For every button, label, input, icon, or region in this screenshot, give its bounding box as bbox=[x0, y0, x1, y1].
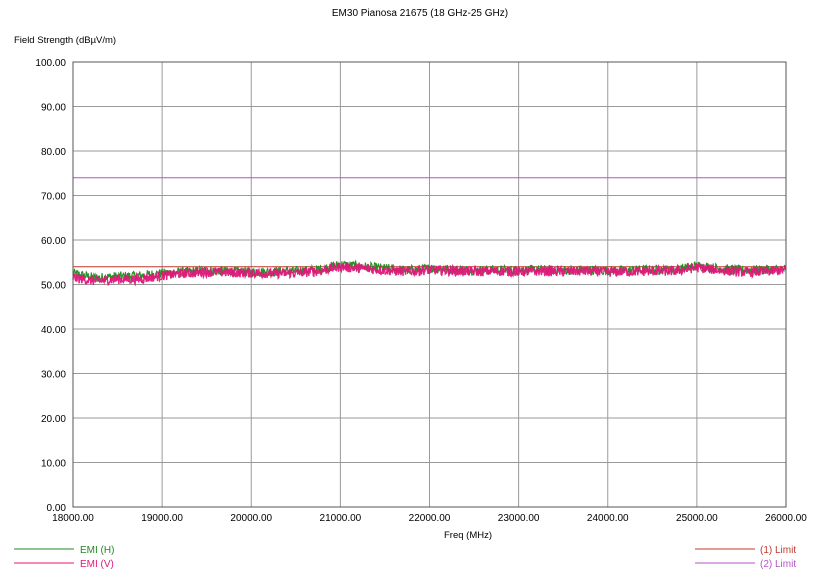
y-tick-label: 90.00 bbox=[41, 103, 66, 114]
y-axis-title: Field Strength (dBµV/m) bbox=[14, 35, 116, 46]
y-tick-label: 0.00 bbox=[47, 503, 67, 514]
plot-frame bbox=[72, 61, 787, 508]
series-lines bbox=[72, 259, 787, 287]
legend-label-limit-1: (1) Limit bbox=[760, 545, 796, 556]
x-tick-label: 22000.00 bbox=[409, 513, 451, 524]
legend-label-limit-2: (2) Limit bbox=[760, 559, 796, 570]
legend-label-emi-v: EMI (V) bbox=[80, 559, 114, 570]
legend: EMI (H) EMI (V) (1) Limit (2) Limit bbox=[14, 545, 796, 570]
y-tick-label: 40.00 bbox=[41, 325, 66, 336]
x-tick-label: 19000.00 bbox=[141, 513, 183, 524]
y-tick-label: 70.00 bbox=[41, 192, 66, 203]
x-tick-label: 18000.00 bbox=[52, 513, 94, 524]
x-tick-label: 25000.00 bbox=[676, 513, 718, 524]
x-tick-label: 21000.00 bbox=[320, 513, 362, 524]
y-tick-label: 20.00 bbox=[41, 414, 66, 425]
x-tick-label: 20000.00 bbox=[230, 513, 272, 524]
y-tick-label: 60.00 bbox=[41, 236, 66, 247]
y-tick-label: 100.00 bbox=[35, 58, 66, 69]
y-tick-label: 50.00 bbox=[41, 281, 66, 292]
x-tick-label: 24000.00 bbox=[587, 513, 629, 524]
y-tick-label: 10.00 bbox=[41, 459, 66, 470]
x-tick-label: 26000.00 bbox=[765, 513, 807, 524]
grid bbox=[72, 61, 787, 508]
x-axis-title: Freq (MHz) bbox=[444, 530, 492, 541]
legend-label-emi-h: EMI (H) bbox=[80, 545, 114, 556]
tick-labels: 18000.00 19000.00 20000.00 21000.00 22000.00… bbox=[35, 58, 807, 524]
y-tick-label: 30.00 bbox=[41, 370, 66, 381]
x-tick-label: 23000.00 bbox=[498, 513, 540, 524]
y-tick-label: 80.00 bbox=[41, 147, 66, 158]
chart-title: EM30 Pianosa 21675 (18 GHz-25 GHz) bbox=[332, 8, 508, 19]
series-line-emi-v bbox=[72, 260, 787, 287]
